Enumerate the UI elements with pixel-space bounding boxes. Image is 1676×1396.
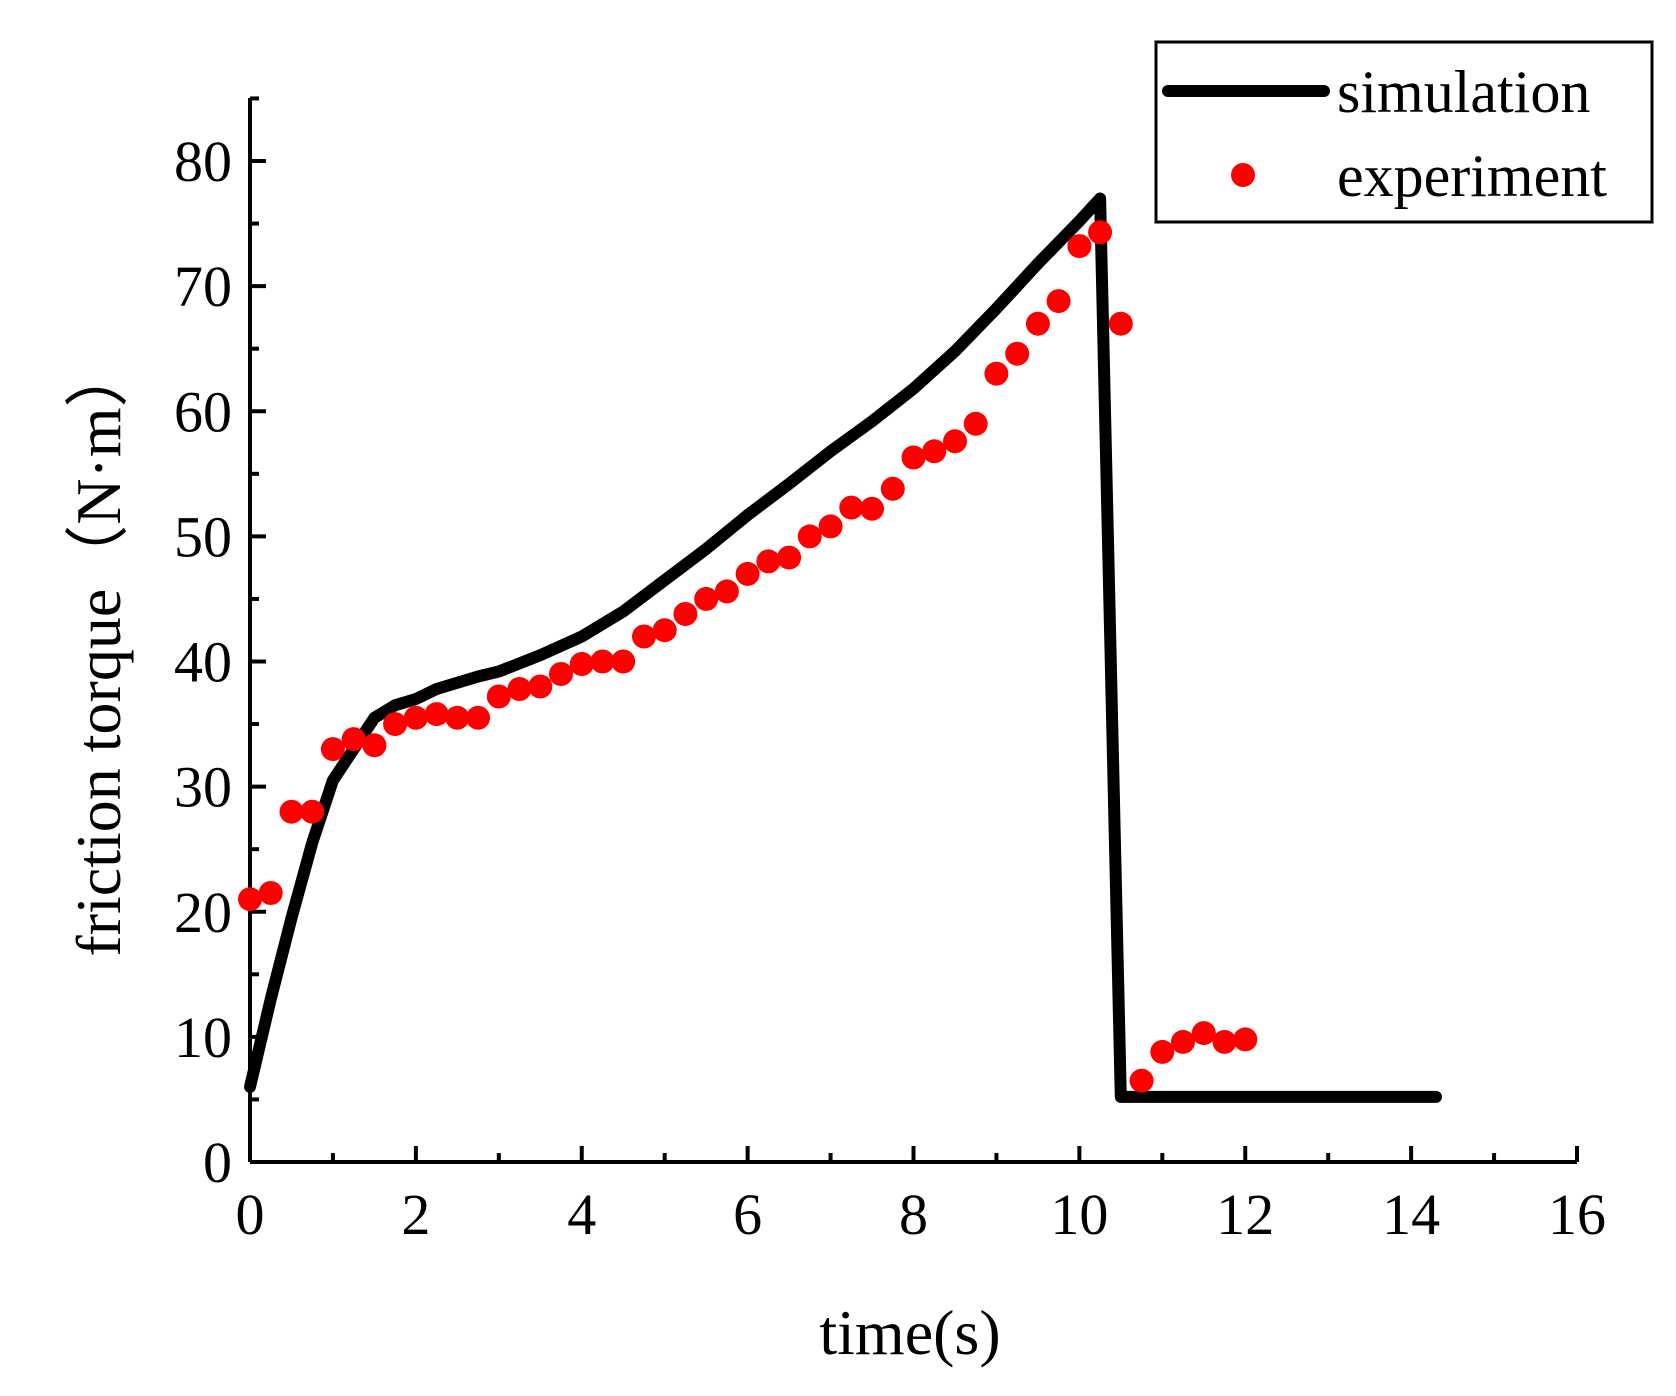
x-tick-label: 6 (733, 1182, 762, 1247)
series-experiment-point (984, 361, 1009, 386)
series-experiment-point (797, 524, 822, 549)
series-experiment-point (1108, 311, 1133, 336)
series-experiment-point (1025, 311, 1050, 336)
series-experiment-point (1129, 1068, 1154, 1093)
x-tick-label: 14 (1382, 1182, 1440, 1247)
series-experiment-point (549, 662, 573, 686)
series-experiment-point (300, 799, 325, 824)
x-axis-ticks: 0 2 4 6 8 10 12 14 16 (236, 1146, 1606, 1247)
series-experiment-point (424, 702, 449, 727)
series-simulation-line (244, 192, 1442, 1103)
series-experiment-point (528, 674, 553, 699)
series-experiment-point (590, 649, 615, 674)
series-experiment-point (860, 496, 884, 521)
y-axis-ticks: 0 10 20 30 40 50 60 70 80 (174, 96, 266, 1195)
series-experiment-point (652, 618, 677, 643)
series-experiment-point (362, 733, 387, 758)
y-tick-label: 50 (174, 504, 232, 569)
x-tick-label: 12 (1216, 1182, 1274, 1247)
series-experiment-point (943, 429, 967, 454)
y-tick-label: 30 (174, 755, 232, 820)
legend-experiment-label: experiment (1337, 143, 1607, 209)
series-experiment-point (279, 799, 304, 824)
legend-experiment-swatch (1231, 163, 1255, 187)
series-experiment-point (1191, 1021, 1216, 1046)
y-tick-label: 20 (174, 880, 232, 945)
series-layer (238, 192, 1442, 1103)
x-tick-label: 2 (401, 1182, 430, 1247)
series-experiment-point (258, 881, 283, 905)
y-tick-label: 60 (174, 379, 232, 444)
series-experiment-point (611, 649, 636, 674)
x-tick-label: 16 (1548, 1182, 1606, 1247)
x-tick-label: 0 (236, 1182, 265, 1247)
y-tick-label: 80 (174, 129, 232, 194)
legend-box (1154, 40, 1654, 224)
series-experiment-point (673, 602, 698, 626)
series-experiment-point (1233, 1027, 1258, 1052)
series-experiment-point (341, 727, 366, 752)
series-experiment-point (880, 476, 905, 501)
series-experiment-point (777, 545, 802, 570)
series-experiment-point (320, 737, 345, 762)
series-experiment-point (486, 684, 511, 709)
series-experiment-point (756, 549, 781, 574)
series-experiment-point (238, 887, 262, 912)
series-experiment-point (714, 579, 739, 604)
series-experiment-point (963, 411, 988, 436)
x-tick-label: 8 (899, 1182, 928, 1247)
series-experiment-point (1150, 1039, 1175, 1064)
series-experiment-point (569, 652, 594, 676)
y-tick-label: 40 (174, 630, 232, 695)
series-experiment-point (922, 439, 947, 464)
x-tick-label: 4 (567, 1182, 596, 1247)
series-experiment-point (1067, 234, 1092, 259)
series-experiment-point (839, 495, 864, 520)
series-experiment-point (632, 624, 656, 649)
series-experiment-point (735, 561, 760, 586)
legend-simulation-label: simulation (1337, 59, 1590, 125)
series-experiment-point (466, 705, 491, 730)
plot-area: 0 2 4 6 8 10 12 14 16 0 10 20 30 40 50 60 70 80 (174, 96, 1606, 1247)
x-tick-label: 10 (1050, 1182, 1108, 1247)
series-experiment-point (1212, 1029, 1237, 1054)
series-experiment-point (1088, 220, 1113, 245)
series-experiment-point (694, 586, 719, 611)
y-axis-title: friction torque（N·m） (63, 343, 134, 956)
series-experiment-point (445, 705, 470, 730)
series-experiment-point (383, 712, 408, 737)
y-tick-label: 0 (203, 1130, 232, 1195)
series-experiment-point (818, 514, 843, 539)
series-experiment-point (507, 677, 532, 701)
series-experiment-point (1005, 341, 1030, 366)
y-tick-label: 70 (174, 254, 232, 319)
series-experiment-point (1171, 1029, 1195, 1054)
series-experiment-point (403, 705, 428, 730)
legend: simulation experiment (1154, 40, 1654, 224)
y-tick-label: 10 (174, 1005, 232, 1070)
x-axis-title: time(s) (819, 1297, 1000, 1368)
series-experiment-point (1046, 289, 1071, 314)
series-experiment-point (901, 445, 926, 470)
